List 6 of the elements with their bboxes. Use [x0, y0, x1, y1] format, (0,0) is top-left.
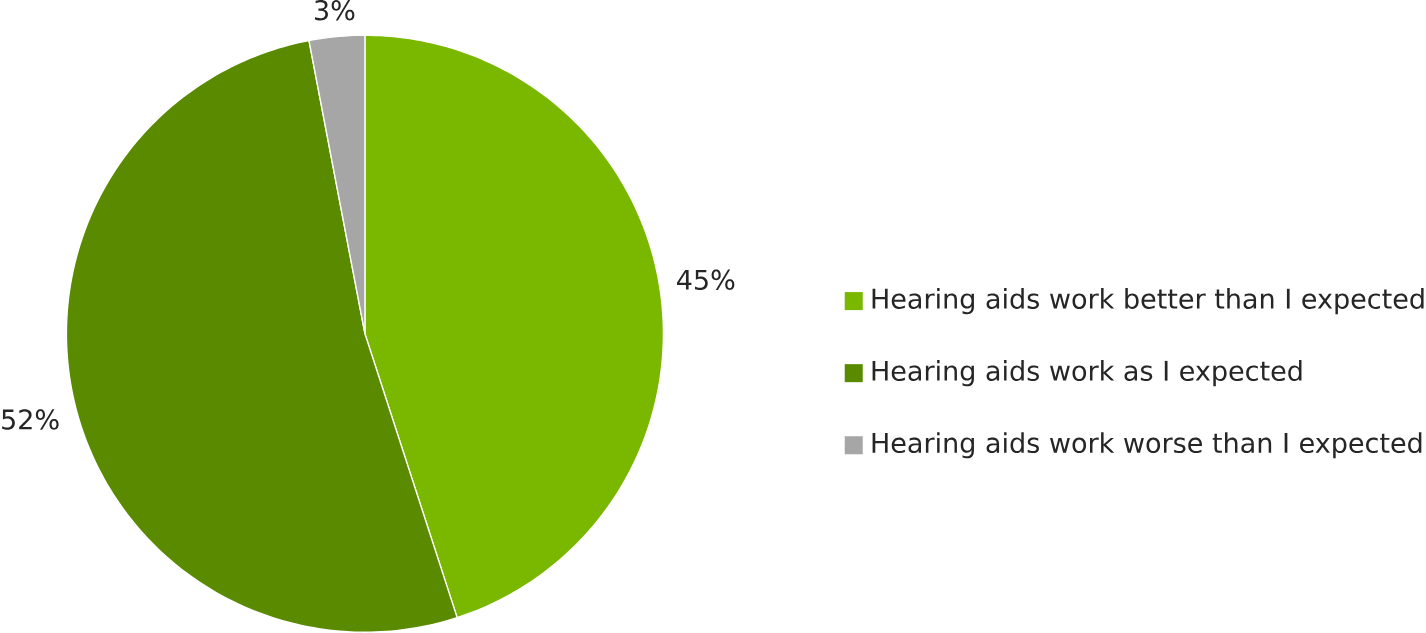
data-label: 45% [677, 269, 735, 291]
legend-label: Hearing aids work better than I expected [872, 288, 1424, 315]
data-label: 3% [315, 0, 355, 21]
data-label: 52% [2, 409, 59, 430]
legend-label: Hearing aids work worse than I expected [872, 432, 1422, 459]
legend-label: Hearing aids work as I expected [872, 360, 1302, 387]
